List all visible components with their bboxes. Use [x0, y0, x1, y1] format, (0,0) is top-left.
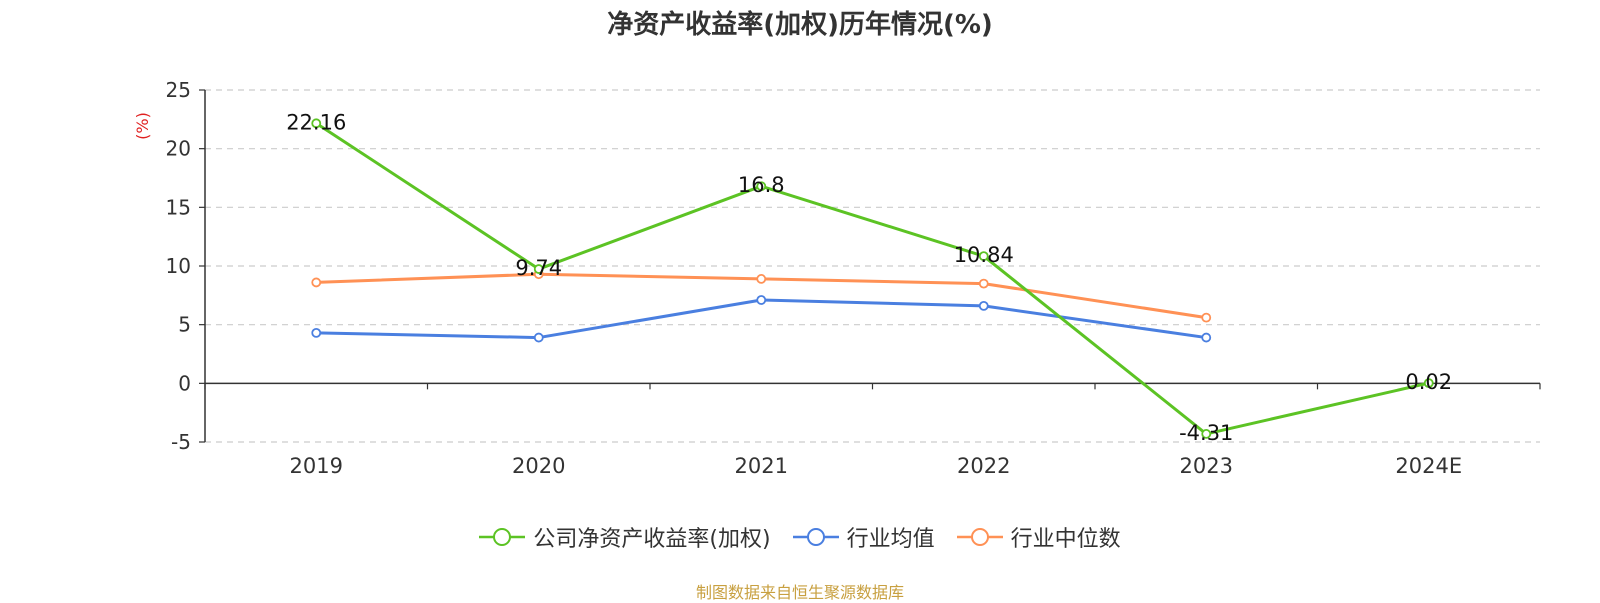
- y-tick-label: 25: [166, 78, 191, 102]
- data-label: 9.74: [515, 256, 562, 280]
- y-axis-label: (%): [133, 112, 152, 140]
- data-point: [311, 277, 322, 288]
- data-point: [1201, 429, 1212, 439]
- data-point: [978, 278, 989, 289]
- y-tick-label: 20: [166, 137, 191, 161]
- data-point: [756, 181, 767, 192]
- data-label: -4.31: [1179, 421, 1233, 445]
- series-line: [316, 298, 1207, 340]
- data-point: [978, 251, 989, 262]
- data-point: [756, 295, 767, 305]
- data-point: [1423, 378, 1434, 388]
- data-point: [533, 332, 544, 343]
- legend-swatch: [792, 528, 839, 546]
- legend-item[interactable]: 行业均值: [792, 521, 935, 553]
- data-point: [1201, 332, 1212, 343]
- x-tick-label: 2019: [290, 454, 343, 478]
- x-tick-label: 2020: [512, 454, 565, 478]
- y-tick-label: 10: [166, 254, 191, 278]
- legend: 公司净资产收益率(加权) 行业均值 行业中位数: [0, 521, 1600, 553]
- y-tick-label: 5: [178, 313, 191, 337]
- legend-label: 行业中位数: [1010, 527, 1121, 552]
- chart-title: 净资产收益率(加权)历年情况(%): [607, 10, 993, 40]
- data-point: [978, 300, 989, 311]
- x-tick-label: 2024E: [1395, 454, 1462, 478]
- x-tick-label: 2021: [735, 454, 788, 478]
- legend-label: 公司净资产收益率(加权): [533, 527, 771, 552]
- data-point: [311, 327, 322, 338]
- data-point: [311, 118, 322, 129]
- data-label: 16.8: [738, 173, 785, 197]
- data-label: 10.84: [954, 243, 1014, 267]
- legend-swatch: [956, 528, 1003, 546]
- source-note: 制图数据来自恒生聚源数据库: [695, 583, 904, 602]
- y-tick-label: -5: [171, 430, 191, 454]
- data-point: [533, 264, 544, 274]
- data-point: [1201, 312, 1212, 323]
- y-tick-label: 0: [178, 371, 191, 395]
- legend-item[interactable]: 公司净资产收益率(加权): [479, 521, 771, 553]
- series-line: [315, 122, 1430, 436]
- data-point: [756, 274, 767, 284]
- y-tick-label: 15: [166, 195, 191, 219]
- data-label: 0.02: [1405, 370, 1452, 394]
- x-tick-label: 2023: [1180, 454, 1233, 478]
- legend-item[interactable]: 行业中位数: [956, 521, 1121, 553]
- line-chart: 25 20 15 10 5 0 -5 (%) 2019 2020 2021 2022 2023 2024E…: [133, 78, 1541, 478]
- data-label: 22.16: [286, 110, 346, 134]
- legend-label: 行业均值: [846, 527, 935, 552]
- x-tick-label: 2022: [957, 454, 1010, 478]
- legend-swatch: [479, 528, 526, 546]
